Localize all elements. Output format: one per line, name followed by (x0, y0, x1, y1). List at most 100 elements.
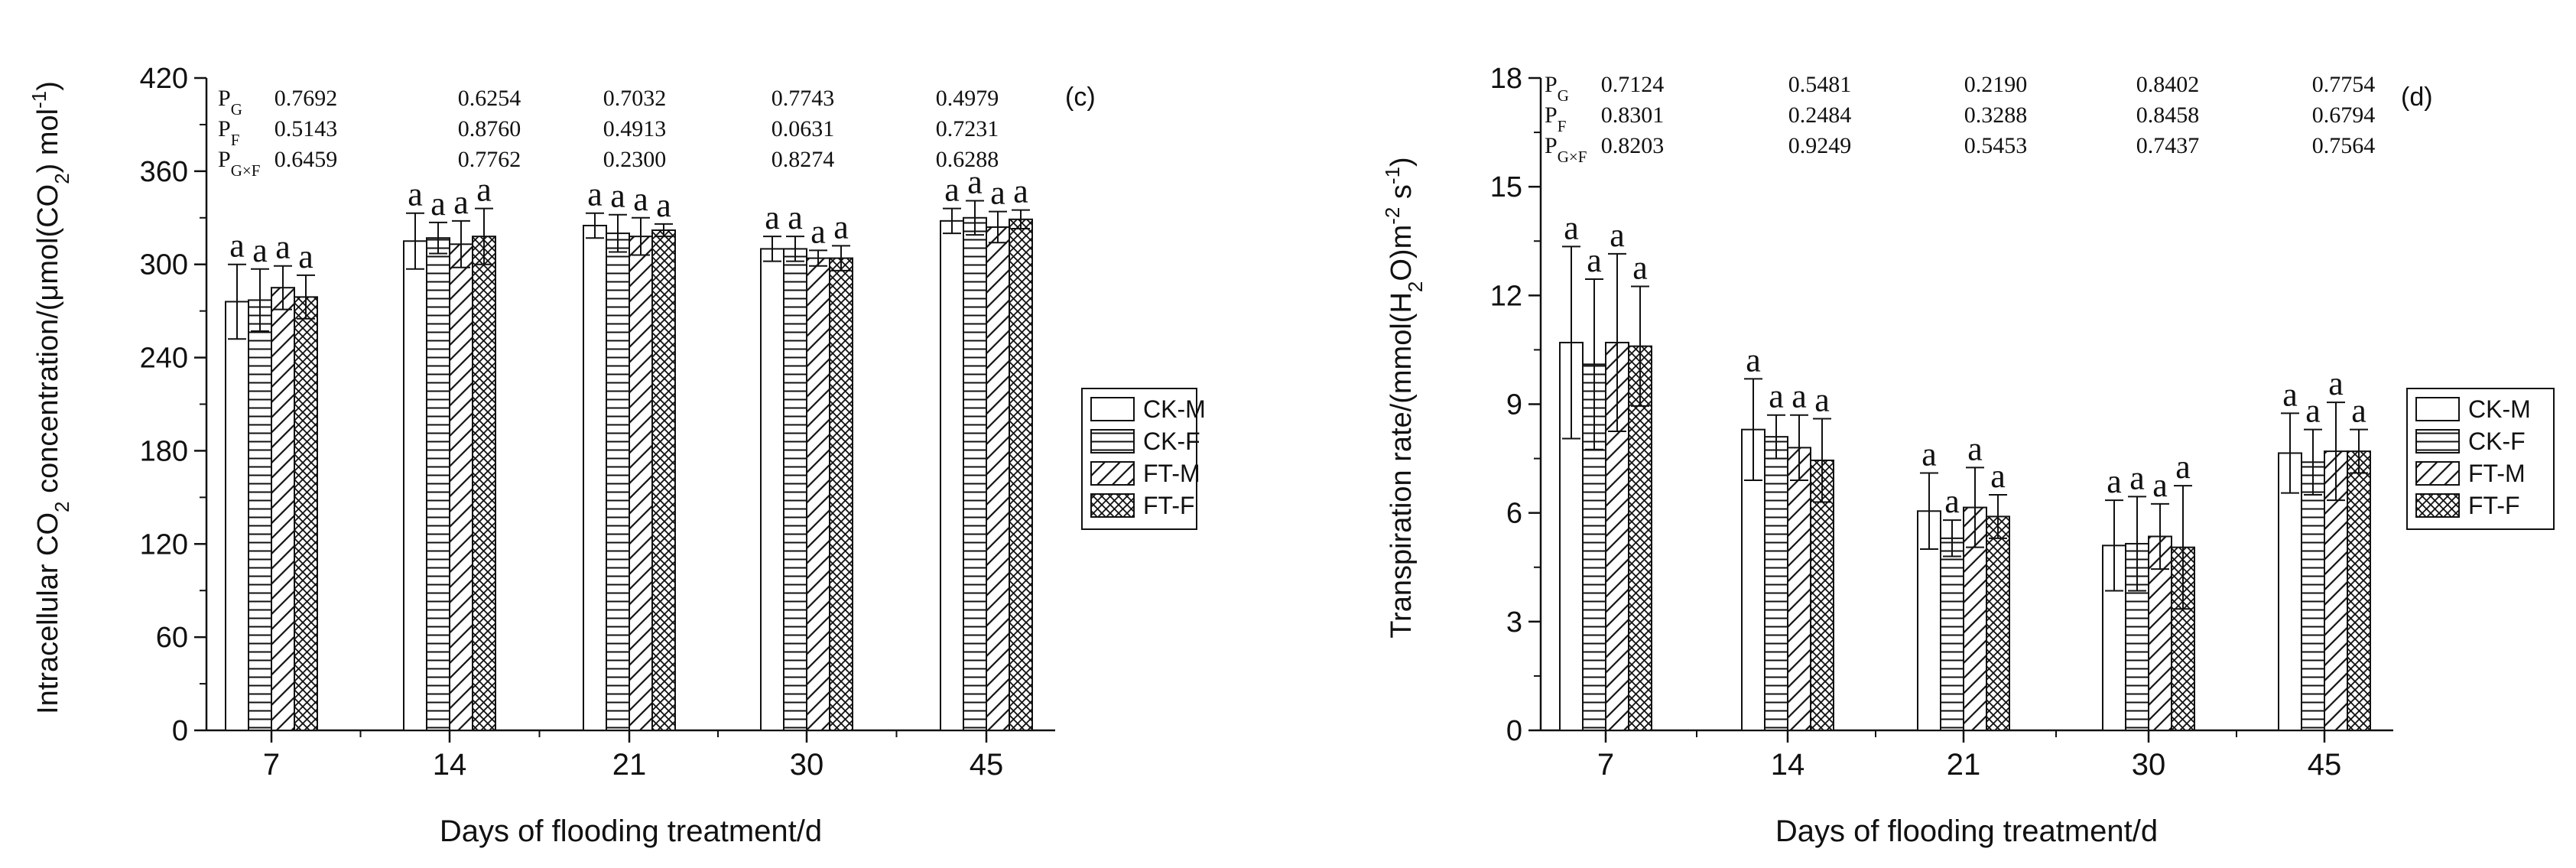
bar-ft-f (294, 296, 318, 732)
significance-letter: a (2305, 392, 2321, 430)
x-ticks: 7 14 21 30 45 (263, 730, 1003, 782)
bar-ft-f (1986, 515, 2010, 732)
bar-ck-f (963, 216, 987, 731)
y-tick-label: 300 (140, 249, 188, 281)
panel-label: (c) (1065, 83, 1096, 112)
x-tick-label: 30 (790, 748, 824, 782)
stats-value: 0.3288 (1964, 102, 2028, 128)
stats-value: 0.6794 (2312, 102, 2376, 128)
significance-letter: a (2175, 448, 2191, 486)
x-tick-label: 14 (1771, 748, 1805, 782)
legend-swatch (2415, 461, 2460, 486)
significance-letter: a (1746, 341, 1761, 379)
y-tick-label: 18 (1490, 63, 1522, 95)
bar-ft-m (271, 287, 295, 731)
x-tick-label: 21 (1947, 748, 1981, 782)
significance-letter: a (1587, 242, 1602, 279)
y-tick-label: 0 (1506, 715, 1522, 747)
legend-entry: CK-F (2468, 427, 2526, 455)
bar-ck-m (760, 248, 784, 731)
significance-letter: a (275, 229, 291, 266)
significance-letter: a (967, 163, 983, 200)
bar-ft-m (986, 226, 1010, 731)
significance-letter: a (2107, 463, 2122, 500)
significance-letter: a (633, 180, 648, 218)
stats-value: 0.7762 (458, 147, 521, 172)
bar-ck-f (1940, 537, 1964, 731)
stats-value: 0.7754 (2312, 72, 2376, 97)
legend-swatch (1090, 397, 1135, 421)
stats-value: 0.7564 (2312, 133, 2376, 158)
significance-letter: a (229, 227, 245, 265)
significance-letter: a (1990, 457, 2006, 495)
stats-value: 0.7743 (772, 86, 835, 111)
y-axis-label: Transpiration rate/(mmol(H2O)m-2 s-1) (1381, 157, 1427, 638)
bar-ck-f (783, 248, 807, 731)
significance-letter: a (2351, 392, 2366, 430)
stats-value: 0.7231 (936, 116, 999, 141)
significance-letter: a (944, 171, 960, 209)
stats-value: 0.9249 (1788, 133, 1852, 158)
y-tick-label: 60 (156, 622, 188, 654)
legend-swatch (1090, 461, 1135, 486)
significance-letter: a (788, 199, 803, 236)
legend: CK-M CK-F FT-M FT-F (2406, 388, 2555, 530)
legend-entry: CK-M (1143, 395, 1206, 423)
x-axis-label: Days of flooding treatment/d (1775, 814, 2158, 848)
significance-letter: a (453, 184, 469, 221)
legend-entry: CK-M (2468, 395, 2531, 423)
significance-letter: a (810, 213, 826, 250)
bar-ck-f (426, 237, 450, 731)
stats-table: PG 0.7692 0.6254 0.7032 0.7743 0.4979 PF 0.5143… (218, 86, 999, 180)
stats-value: 0.8760 (458, 116, 521, 141)
significance-letter: a (833, 208, 849, 245)
significance-letter: a (1632, 249, 1648, 286)
stats-value: 0.5143 (274, 116, 338, 141)
stats-value: 0.8203 (1601, 133, 1665, 158)
legend-swatch (2415, 429, 2460, 454)
stats-row-label: PG×F (218, 147, 260, 180)
y-axis-label: Intracellular CO2 concentration/(μmol(CO… (28, 81, 73, 714)
stats-value: 0.8458 (2136, 102, 2200, 128)
legend-swatch (2415, 397, 2460, 421)
stats-value: 0.6254 (458, 86, 521, 111)
stats-row-label: PG (1545, 72, 1569, 105)
significance-letter: a (298, 238, 313, 275)
significance-letter: a (1610, 216, 1625, 254)
y-tick-label: 180 (140, 435, 188, 467)
legend-entry: CK-F (1143, 427, 1200, 455)
bar-ft-m (806, 257, 830, 732)
bar-ck-f (2301, 461, 2325, 731)
x-tick-label: 7 (1597, 748, 1614, 782)
x-tick-label: 7 (263, 748, 280, 782)
significance-letter: a (1013, 173, 1028, 210)
stats-value: 0.5453 (1964, 133, 2028, 158)
legend: CK-M CK-F FT-M FT-F (1081, 388, 1206, 530)
y-tick-label: 120 (140, 528, 188, 561)
bar-ft-m (449, 243, 473, 731)
stats-row-label: PF (218, 116, 239, 149)
bar-ck-f (248, 299, 272, 731)
x-tick-label: 21 (612, 748, 647, 782)
significance-letter: a (430, 185, 446, 223)
x-ticks: 7 14 21 30 45 (1597, 730, 2341, 782)
stats-row-label: PG×F (1545, 133, 1587, 166)
bar-ft-f (1009, 218, 1033, 732)
x-axis-label: Days of flooding treatment/d (440, 814, 822, 848)
bar-ft-f (829, 257, 853, 732)
significance-letter: a (2152, 467, 2168, 504)
y-ticks: 0 3 6 9 12 15 18 (1490, 63, 1541, 747)
bar-ck-m (403, 240, 427, 731)
stats-value: 0.7124 (1601, 72, 1665, 97)
y-tick-label: 15 (1490, 171, 1522, 203)
